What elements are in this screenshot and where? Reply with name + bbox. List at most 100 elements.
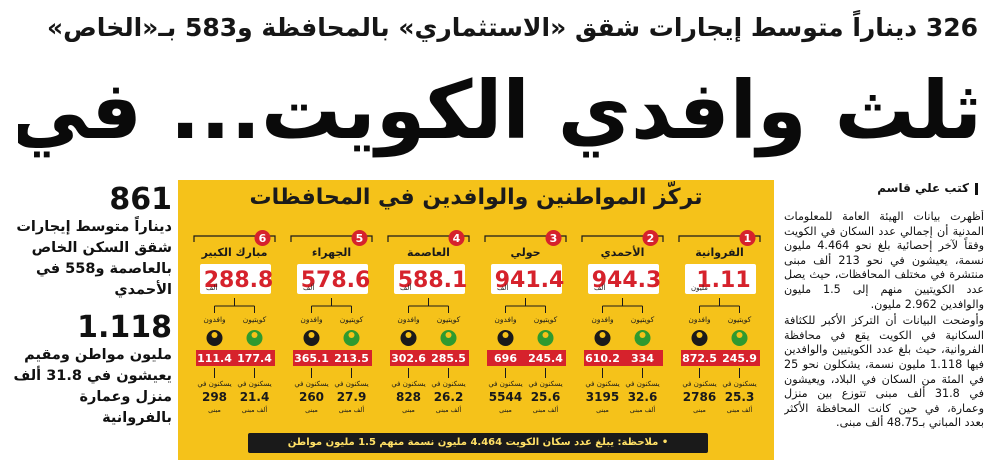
infographic: تركّز المواطنين والوافدين في المحافظات 1… xyxy=(178,180,774,460)
gov-1-unit: مليون xyxy=(691,284,708,292)
gov-5-label-kuwaiti: كويتيون xyxy=(340,315,364,324)
fact-text-2: مليون مواطن ومقيم يعيشون في 31.8 ألف منز… xyxy=(13,347,172,426)
gov-5-unit: ألف xyxy=(303,283,314,292)
gov-3-livein-kuwaiti: يسكنون في xyxy=(528,380,562,388)
gov-3-total-box xyxy=(491,264,562,294)
gov-1-bracket xyxy=(678,235,761,242)
gov-5-total: 578.6 xyxy=(301,268,371,293)
gov-3-label-kuwaiti: كويتيون xyxy=(534,315,558,324)
gov-6-person-expat-head xyxy=(211,332,218,338)
gov-6-label-expat: وافدون xyxy=(203,315,226,324)
gov-6-total: 288.8 xyxy=(204,268,274,293)
gov-5-buildings-expat-unit: مبنى xyxy=(305,406,318,414)
gov-6-value-bar xyxy=(196,350,275,366)
gov-2-buildings-kuwaiti: 32.6 xyxy=(628,390,658,404)
gov-6-name: مبارك الكبير xyxy=(201,246,268,259)
gov-6-livein-kuwaiti: يسكنون في xyxy=(237,380,271,388)
gov-3-buildings-expat-unit: مبنى xyxy=(499,406,512,414)
gov-1-label-expat: وافدون xyxy=(688,315,711,324)
gov-6-buildings-expat-unit: مبنى xyxy=(208,406,221,414)
gov-5-person-expat-head xyxy=(308,332,315,338)
gov-4-person-kuwaiti-head xyxy=(445,332,452,338)
headline: ثلث وافدي الكويت... في الفروانية xyxy=(18,64,982,157)
gov-3-buildings-expat: 5544 xyxy=(489,390,522,404)
infographic-title: تركّز المواطنين والوافدين في المحافظات xyxy=(249,185,703,210)
gov-4-num: 4 xyxy=(453,232,461,245)
gov-4-num-circle xyxy=(448,230,465,246)
article-paragraph-1: أظهرت بيانات الهيئة العامة للمعلومات الم… xyxy=(784,210,984,311)
sidebar-facts: 861 ديناراً متوسط إيجارات شقق السكن الخا… xyxy=(8,183,172,458)
kicker: 326 ديناراً متوسط إيجارات شقق «الاستثمار… xyxy=(47,13,978,42)
gov-6-num: 6 xyxy=(259,232,267,245)
gov-6-kuwaiti-value: 177.4 xyxy=(237,352,272,365)
gov-2-total: 944.3 xyxy=(592,268,662,293)
gov-3-unit: ألف xyxy=(497,283,508,292)
gov-5-buildings-expat: 260 xyxy=(299,390,324,404)
gov-5-person-kuwaiti-head xyxy=(348,332,355,338)
gov-6-buildings-expat: 298 xyxy=(202,390,227,404)
gov-6-bracket xyxy=(193,235,276,242)
gov-6-unit: ألف xyxy=(206,283,217,292)
gov-2-value-bar xyxy=(584,350,663,366)
gov-5-num-circle xyxy=(351,230,368,246)
gov-2-buildings-expat-unit: مبنى xyxy=(596,406,609,414)
gov-4-total-box xyxy=(394,264,465,294)
gov-6-buildings-kuwaiti: 21.4 xyxy=(240,390,270,404)
gov-1-buildings-expat-unit: مبنى xyxy=(693,406,706,414)
gov-1-split xyxy=(699,298,740,313)
gov-5-expat-value: 365.1 xyxy=(294,352,329,365)
gov-3-buildings-kuwaiti-unit: ألف مبنى xyxy=(533,405,559,414)
gov-6-label-kuwaiti: كويتيون xyxy=(243,315,267,324)
gov-2-num-circle xyxy=(642,230,659,246)
byline-text: كتب علي قاسم xyxy=(877,181,969,195)
gov-5-buildings-kuwaiti-unit: ألف مبنى xyxy=(339,405,365,414)
gov-2-buildings-kuwaiti-unit: ألف مبنى xyxy=(630,405,656,414)
gov-4-expat-value: 302.6 xyxy=(391,352,426,365)
gov-4-label-kuwaiti: كويتيون xyxy=(437,315,461,324)
gov-2-name: الأحمدي xyxy=(601,245,645,259)
gov-4-livein-expat: يسكنون في xyxy=(391,380,425,388)
gov-1-value-bar xyxy=(681,350,760,366)
gov-2-kuwaiti-value: 334 xyxy=(631,352,654,365)
gov-3-person-expat-head xyxy=(502,332,509,338)
gov-5-kuwaiti-value: 213.5 xyxy=(334,352,369,365)
gov-2-buildings-expat: 3195 xyxy=(586,390,619,404)
gov-3-value-bar xyxy=(487,350,566,366)
gov-1-num: 1 xyxy=(744,232,752,245)
gov-6-livein-expat: يسكنون في xyxy=(197,380,231,388)
gov-2-label-kuwaiti: كويتيون xyxy=(631,315,655,324)
gov-2-label-expat: وافدون xyxy=(591,315,614,324)
gov-1-num-circle xyxy=(739,230,756,246)
gov-5-total-box xyxy=(297,264,368,294)
gov-6-split xyxy=(214,298,255,313)
gov-2-split xyxy=(602,298,643,313)
gov-3-livein-expat: يسكنون في xyxy=(488,380,522,388)
gov-6-total-box xyxy=(200,264,271,294)
gov-6-arrows xyxy=(214,368,255,378)
gov-5-livein-expat: يسكنون في xyxy=(294,380,328,388)
gov-1-livein-kuwaiti: يسكنون في xyxy=(722,380,756,388)
gov-4-total: 588.1 xyxy=(398,268,468,293)
gov-5-bracket xyxy=(290,235,373,242)
article-paragraph-2: وأوضحت البيانات أن التركز الأكبر للكثافة… xyxy=(784,314,984,430)
gov-2-arrows xyxy=(602,368,643,378)
article-body: أظهرت بيانات الهيئة العامة للمعلومات الم… xyxy=(784,210,984,458)
gov-3-num: 3 xyxy=(550,232,558,245)
gov-3-num-circle xyxy=(545,230,562,246)
gov-4-buildings-expat-unit: مبنى xyxy=(402,406,415,414)
gov-3-label-expat: وافدون xyxy=(494,315,517,324)
gov-2-livein-expat: يسكنون في xyxy=(585,380,619,388)
gov-4-name: العاصمة xyxy=(407,246,450,259)
gov-3-arrows xyxy=(505,368,546,378)
gov-1-total-box xyxy=(685,264,756,294)
fact-number-1: 861 xyxy=(109,182,172,217)
gov-4-livein-kuwaiti: يسكنون في xyxy=(431,380,465,388)
gov-1-buildings-kuwaiti-unit: ألف مبنى xyxy=(727,405,753,414)
byline: كتب علي قاسم xyxy=(778,178,978,198)
gov-5-label-expat: وافدون xyxy=(300,315,323,324)
gov-2-expat-value: 610.2 xyxy=(585,352,620,365)
gov-1-person-kuwaiti-head xyxy=(736,332,743,338)
gov-4-buildings-kuwaiti-unit: ألف مبنى xyxy=(436,405,462,414)
gov-4-person-expat-head xyxy=(405,332,412,338)
